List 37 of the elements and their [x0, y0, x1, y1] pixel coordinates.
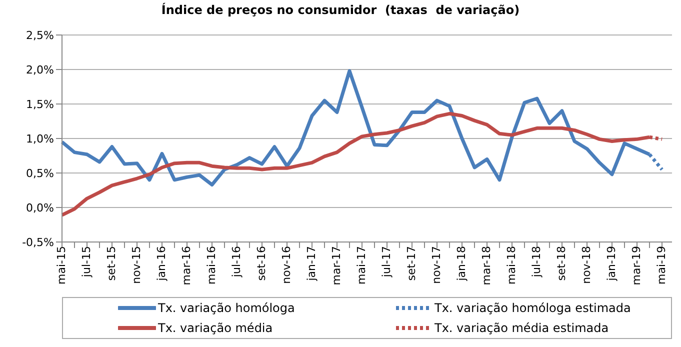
x-tick-label: set-16 [254, 246, 268, 281]
x-tick-label: jul-16 [230, 246, 243, 278]
y-tick-label: 0,5% [26, 166, 54, 180]
legend-label: Tx. variação média estimada [434, 321, 609, 335]
x-tick-label: mai-18 [504, 246, 518, 284]
x-tick-label: set-18 [554, 246, 568, 281]
y-tick-label: 1,0% [26, 132, 54, 146]
y-tick-label: -0,5% [22, 236, 54, 249]
x-tick-label: mai-19 [654, 246, 668, 284]
x-tick-label: mar-18 [480, 246, 493, 286]
x-tick-label: jul-18 [530, 246, 543, 278]
x-tick-label: mai-17 [354, 246, 368, 284]
y-tick-label: 2,0% [26, 63, 54, 76]
x-tick-label: jan-19 [604, 246, 618, 282]
x-tick-label: jan-17 [304, 246, 318, 282]
x-tick-label: set-17 [404, 246, 418, 281]
x-tick-label: jan-16 [154, 246, 168, 282]
chart-title: Índice de preços no consumidor (taxas de variação) [160, 3, 521, 17]
x-tick-label: nov-16 [280, 246, 293, 284]
x-tick-label: nov-18 [580, 246, 593, 284]
legend-label: Tx. variação homóloga [158, 301, 295, 315]
x-tick-label: set-15 [104, 246, 118, 281]
x-tick-label: mar-16 [180, 246, 193, 286]
x-tick-label: nov-17 [430, 246, 443, 284]
legend-label: Tx. variação média [158, 321, 273, 335]
x-tick-label: mar-17 [330, 246, 343, 286]
x-tick-label: jul-17 [380, 246, 393, 278]
legend-label: Tx. variação homóloga estimada [434, 301, 631, 315]
x-tick-label: mai-16 [204, 246, 218, 284]
x-tick-label: mar-19 [630, 246, 643, 286]
x-tick-label: nov-15 [130, 246, 143, 284]
x-tick-label: mai-15 [54, 246, 68, 284]
x-tick-label: jan-18 [454, 246, 468, 282]
x-tick-label: jul-15 [80, 246, 93, 278]
y-tick-label: 0,0% [26, 201, 54, 214]
y-tick-label: 1,5% [26, 98, 54, 111]
y-tick-label: 2,5% [26, 28, 54, 42]
